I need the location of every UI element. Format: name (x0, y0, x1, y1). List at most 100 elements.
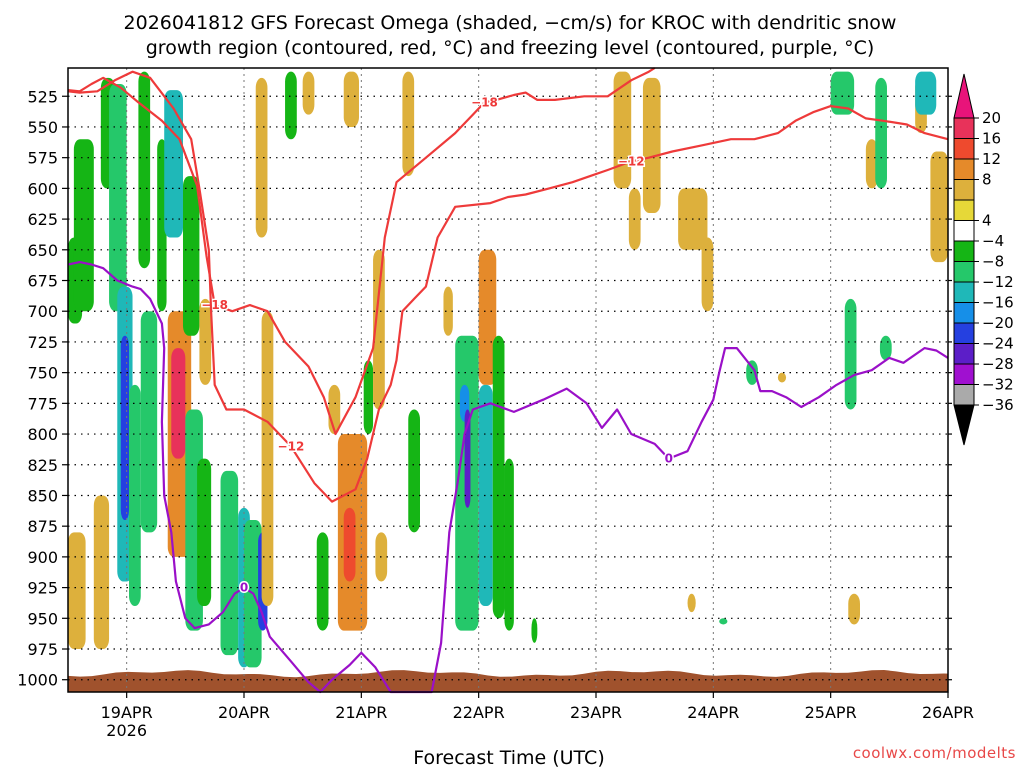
ground-fill (68, 670, 948, 692)
omega-cell (220, 470, 239, 656)
y-axis-ticks: 525 550 575 600 625 650 675 700 725 750 775 800 825 8… (17, 87, 952, 690)
colorbar: 20 16 12 8 4 −4 −8 −12 −16 −20 −24 −28 −32 −36 (953, 73, 1014, 446)
colorbar-label: 20 (982, 109, 1001, 127)
omega-cell (93, 495, 110, 650)
omega-cell (408, 409, 420, 533)
omega-cell (109, 83, 127, 312)
omega-cell (719, 618, 728, 625)
omega-cell (746, 360, 758, 385)
omega-cell (930, 151, 948, 263)
omega-cell (848, 593, 860, 625)
colorbar-label: −8 (982, 253, 1004, 271)
omega-cell (182, 176, 200, 336)
colorbar-label: −16 (982, 294, 1014, 312)
omega-cell (844, 298, 857, 410)
omega-cell (120, 335, 130, 521)
y-tick-label: 550 (27, 118, 58, 137)
omega-cell (777, 372, 787, 383)
omega-cell (642, 77, 661, 213)
x-tick-label: 20APR (218, 703, 270, 722)
omega-cell (138, 71, 151, 269)
colorbar-label: −20 (982, 314, 1014, 332)
contour-label: 0 (665, 452, 673, 466)
colorbar-segment (953, 302, 975, 324)
colorbar-segment (953, 261, 975, 283)
chart-title-line2: growth region (contoured, red, °C) and f… (146, 37, 875, 59)
omega-cell (343, 71, 359, 127)
omega-cell (443, 286, 453, 336)
y-tick-label: 725 (27, 333, 58, 352)
omega-cell (316, 532, 329, 631)
colorbar-segment (953, 158, 975, 180)
contour-label: −18 (471, 95, 498, 109)
colorbar-label: 16 (982, 130, 1001, 148)
x-tick-label: 25APR (805, 703, 857, 722)
colorbar-segment (953, 199, 975, 221)
x-tick-label: 23APR (570, 703, 622, 722)
omega-cell (402, 71, 415, 177)
omega-cell (343, 507, 356, 582)
y-tick-label: 875 (27, 517, 58, 536)
omega-cell (613, 71, 632, 189)
colorbar-label: −32 (982, 376, 1014, 394)
omega-cell (285, 71, 297, 140)
omega-cell (830, 71, 855, 115)
x-tick-label: 21APR (335, 703, 387, 722)
y-tick-label: 900 (27, 548, 58, 567)
plot-frame (67, 67, 949, 693)
omega-cell (879, 335, 892, 361)
colorbar-segment (953, 138, 975, 160)
omega-cell (464, 409, 471, 508)
contour-label: 0 (240, 581, 248, 595)
ground-region (68, 670, 948, 692)
y-tick-label: 750 (27, 364, 58, 383)
omega-cell (478, 384, 493, 607)
x-tick-label: 24APR (687, 703, 739, 722)
y-tick-label: 925 (27, 579, 58, 598)
contour-0 (67, 261, 949, 694)
contour-label: −12 (618, 154, 645, 168)
y-tick-label: 675 (27, 272, 58, 291)
y-tick-label: 950 (27, 609, 58, 628)
chart-title-line1: 2026041812 GFS Forecast Omega (shaded, −… (124, 12, 897, 34)
colorbar-segment (953, 179, 975, 201)
y-tick-label: 800 (27, 425, 58, 444)
y-tick-label: 525 (27, 87, 58, 106)
colorbar-segment (953, 322, 975, 344)
omega-cell (197, 458, 212, 607)
y-tick-label: 575 (27, 149, 58, 168)
colorbar-label: −24 (982, 335, 1014, 353)
contour-lines: −18 −18 −12 −12 0 0 (67, 67, 949, 694)
y-tick-label: 775 (27, 394, 58, 413)
contour--12 (67, 70, 949, 503)
omega-cell (915, 71, 937, 115)
plot-border (67, 67, 949, 693)
y-tick-label: 825 (27, 456, 58, 475)
omega-cell (164, 90, 183, 238)
colorbar-label: 4 (982, 212, 992, 230)
watermark: coolwx.com/modelts (853, 744, 1016, 762)
omega-cell (171, 348, 186, 459)
omega-cell (504, 458, 514, 631)
omega-cell (875, 77, 887, 189)
x-tick-label: 26APR (922, 703, 974, 722)
colorbar-label: 8 (982, 171, 992, 189)
contour--18 (67, 67, 656, 436)
y-tick-label: 600 (27, 179, 58, 198)
colorbar-segment (953, 240, 975, 262)
colorbar-label: −4 (982, 232, 1004, 250)
colorbar-label: −12 (982, 273, 1014, 291)
colorbar-label: 12 (982, 150, 1001, 168)
colorbar-label: −28 (982, 355, 1014, 373)
colorbar-segment (953, 281, 975, 303)
colorbar-bottom-arrow (953, 404, 975, 446)
omega-cell (129, 384, 141, 607)
y-tick-label: 625 (27, 210, 58, 229)
omega-cell (531, 618, 538, 643)
x-tick-label: 19APR (101, 703, 153, 722)
omega-cell (302, 71, 315, 115)
omega-cell (140, 311, 158, 533)
y-tick-label: 1000 (17, 671, 58, 690)
